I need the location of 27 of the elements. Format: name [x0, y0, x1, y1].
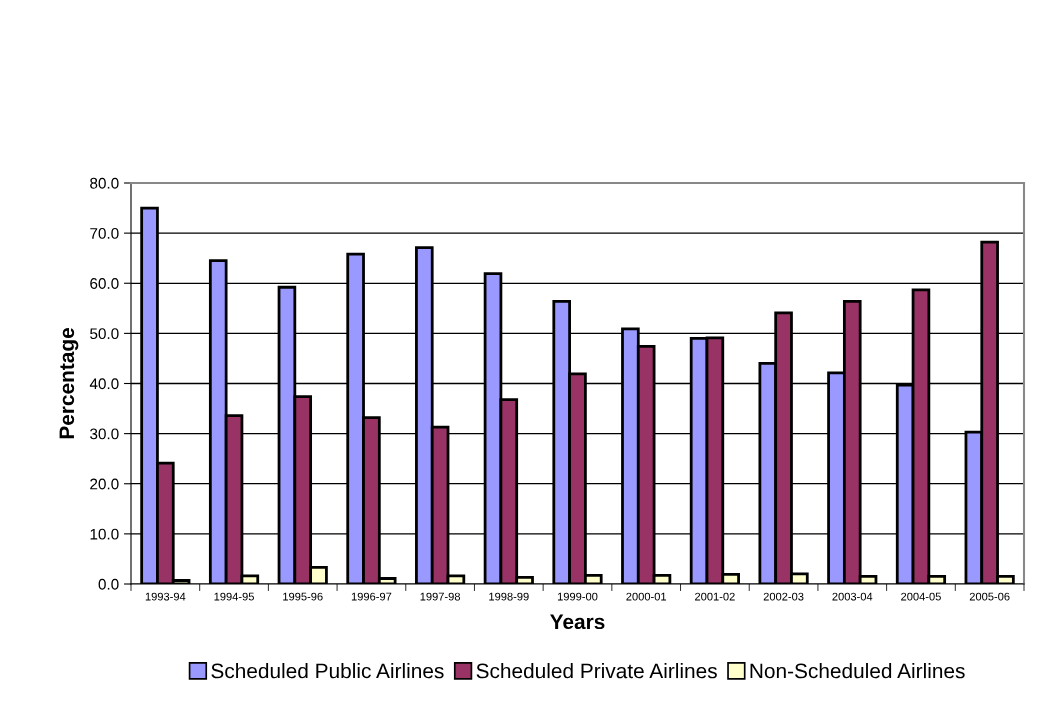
legend-label: Non-Scheduled Airlines	[750, 663, 965, 679]
x-tick-label: 2001-02	[695, 592, 735, 601]
x-tick-label: 2002-03	[763, 592, 804, 601]
x-tick-label: 1998-99	[489, 592, 529, 601]
y-tick-label: 60.0	[90, 278, 119, 289]
legend-label: Scheduled Public Airlines	[211, 663, 444, 679]
x-tick-label: 2000-01	[626, 592, 667, 601]
y-tick-label: 0.0	[98, 578, 119, 590]
y-tick-label: 70.0	[90, 227, 119, 239]
y-axis-title: Percentage	[59, 328, 79, 439]
x-tick-label: 1995-96	[283, 592, 323, 601]
y-tick-label: 10.0	[90, 528, 119, 540]
x-tick-label: 1994-95	[214, 592, 254, 601]
x-axis-title: Years	[550, 614, 605, 630]
x-tick-label: 1993-94	[145, 592, 186, 601]
y-tick-label: 50.0	[90, 328, 119, 340]
y-tick-label: 40.0	[89, 378, 119, 390]
y-tick-label: 20.0	[90, 478, 119, 490]
x-tick-label: 1997-98	[420, 592, 461, 601]
x-tick-label: 2003-04	[832, 592, 873, 601]
y-tick-label: 80.0	[90, 177, 119, 189]
x-tick-label: 1996-97	[351, 592, 392, 601]
legend-label: Scheduled Private Airlines	[476, 663, 717, 679]
y-tick-label: 30.0	[90, 428, 119, 440]
x-tick-label: 2005-06	[969, 592, 1010, 601]
x-tick-label: 1999-00	[557, 592, 598, 601]
x-tick-label: 2004-05	[901, 592, 941, 601]
